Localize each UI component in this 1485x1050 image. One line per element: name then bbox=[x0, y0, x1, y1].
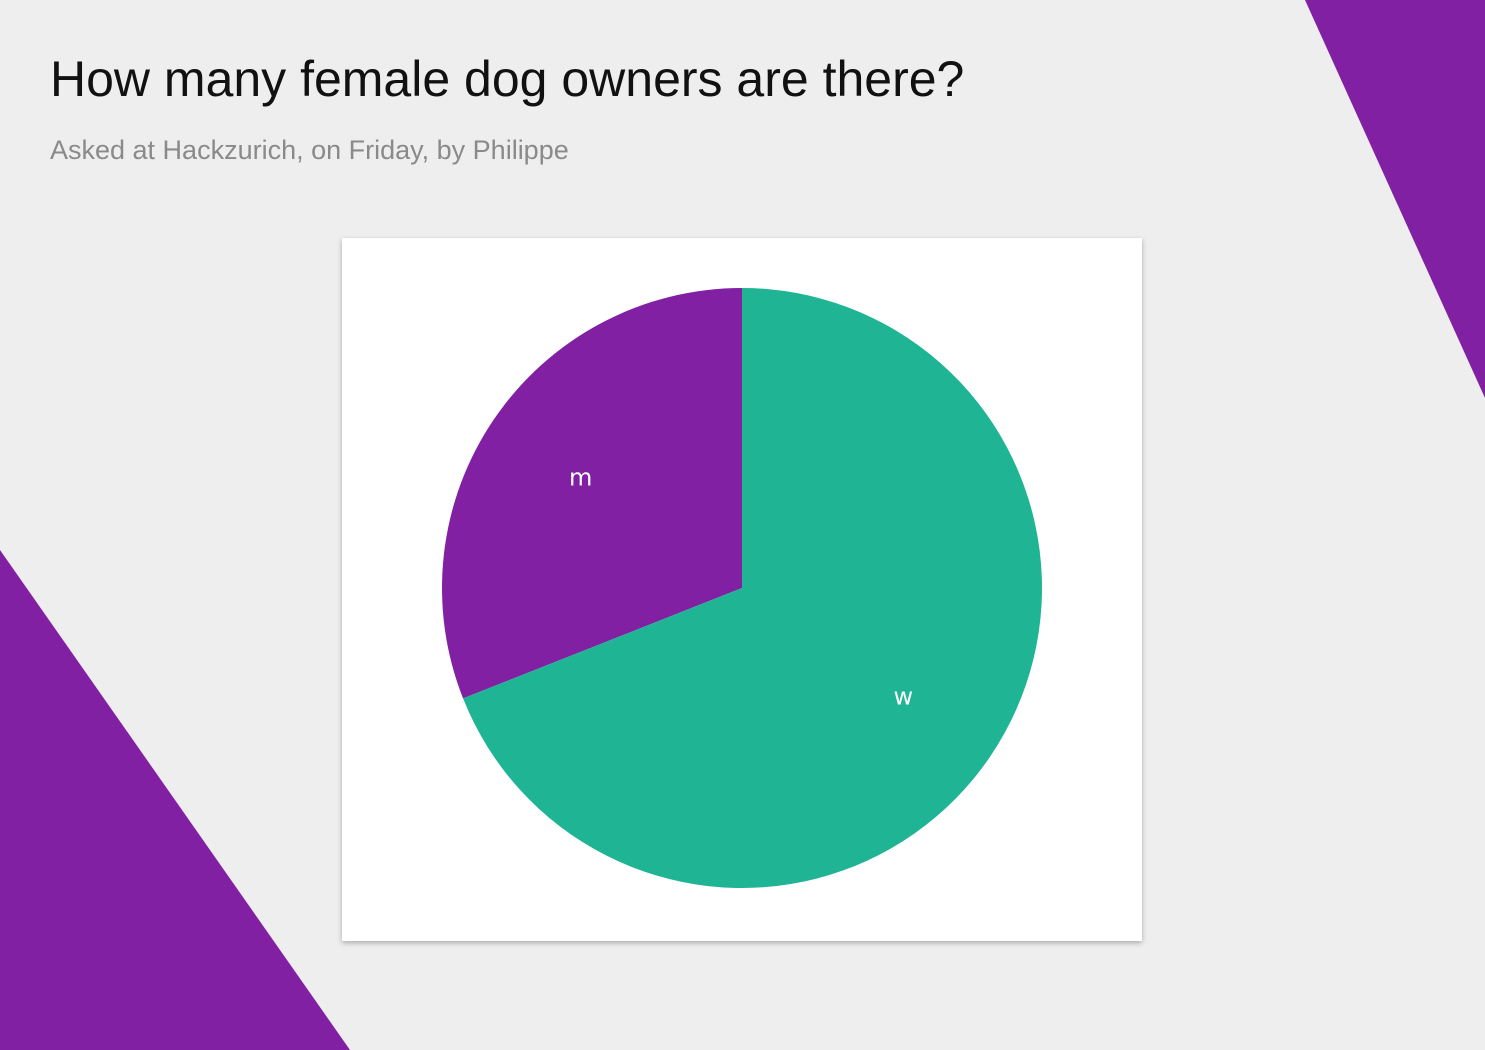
slice-label-w: w bbox=[893, 683, 913, 711]
page-title: How many female dog owners are there? bbox=[50, 51, 965, 107]
bottom-left-purple-band bbox=[0, 550, 350, 1050]
page-subtitle: Asked at Hackzurich, on Friday, by Phili… bbox=[50, 135, 569, 165]
pie-slice-w[interactable] bbox=[463, 288, 1043, 888]
slice-label-m: m bbox=[569, 463, 592, 491]
top-right-purple-band bbox=[1305, 0, 1485, 398]
pie-chart: mw bbox=[441, 288, 1043, 888]
pie-slice-m[interactable] bbox=[441, 288, 742, 699]
